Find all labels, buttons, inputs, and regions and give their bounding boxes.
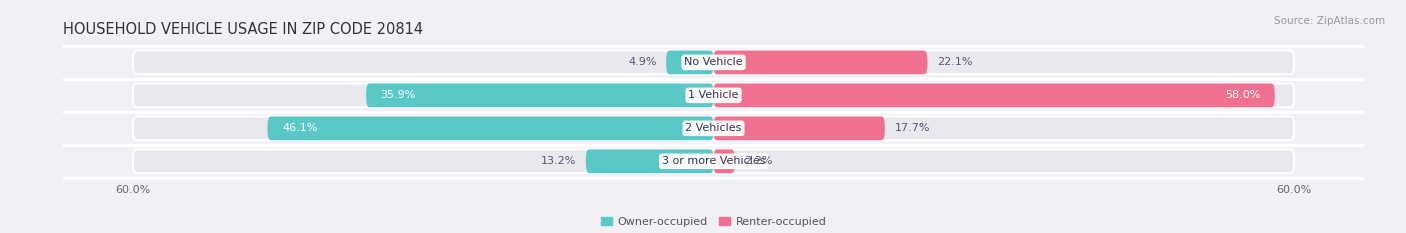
Text: 2 Vehicles: 2 Vehicles xyxy=(685,123,742,133)
Text: Source: ZipAtlas.com: Source: ZipAtlas.com xyxy=(1274,16,1385,26)
Text: 4.9%: 4.9% xyxy=(628,57,657,67)
FancyBboxPatch shape xyxy=(134,51,1294,74)
FancyBboxPatch shape xyxy=(666,51,713,74)
Text: 13.2%: 13.2% xyxy=(541,156,576,166)
FancyBboxPatch shape xyxy=(366,83,713,107)
Text: 2.2%: 2.2% xyxy=(745,156,773,166)
Text: 35.9%: 35.9% xyxy=(381,90,416,100)
FancyBboxPatch shape xyxy=(586,149,713,173)
FancyBboxPatch shape xyxy=(134,149,1294,173)
Text: 17.7%: 17.7% xyxy=(894,123,929,133)
Text: No Vehicle: No Vehicle xyxy=(685,57,742,67)
Text: 22.1%: 22.1% xyxy=(936,57,973,67)
Text: 46.1%: 46.1% xyxy=(283,123,318,133)
FancyBboxPatch shape xyxy=(713,51,928,74)
FancyBboxPatch shape xyxy=(713,83,1275,107)
Text: 1 Vehicle: 1 Vehicle xyxy=(689,90,738,100)
FancyBboxPatch shape xyxy=(713,116,884,140)
Text: 58.0%: 58.0% xyxy=(1225,90,1260,100)
Text: 3 or more Vehicles: 3 or more Vehicles xyxy=(662,156,765,166)
FancyBboxPatch shape xyxy=(134,83,1294,107)
Legend: Owner-occupied, Renter-occupied: Owner-occupied, Renter-occupied xyxy=(596,212,831,231)
FancyBboxPatch shape xyxy=(713,149,735,173)
FancyBboxPatch shape xyxy=(267,116,713,140)
FancyBboxPatch shape xyxy=(134,116,1294,140)
Text: HOUSEHOLD VEHICLE USAGE IN ZIP CODE 20814: HOUSEHOLD VEHICLE USAGE IN ZIP CODE 2081… xyxy=(63,22,423,37)
